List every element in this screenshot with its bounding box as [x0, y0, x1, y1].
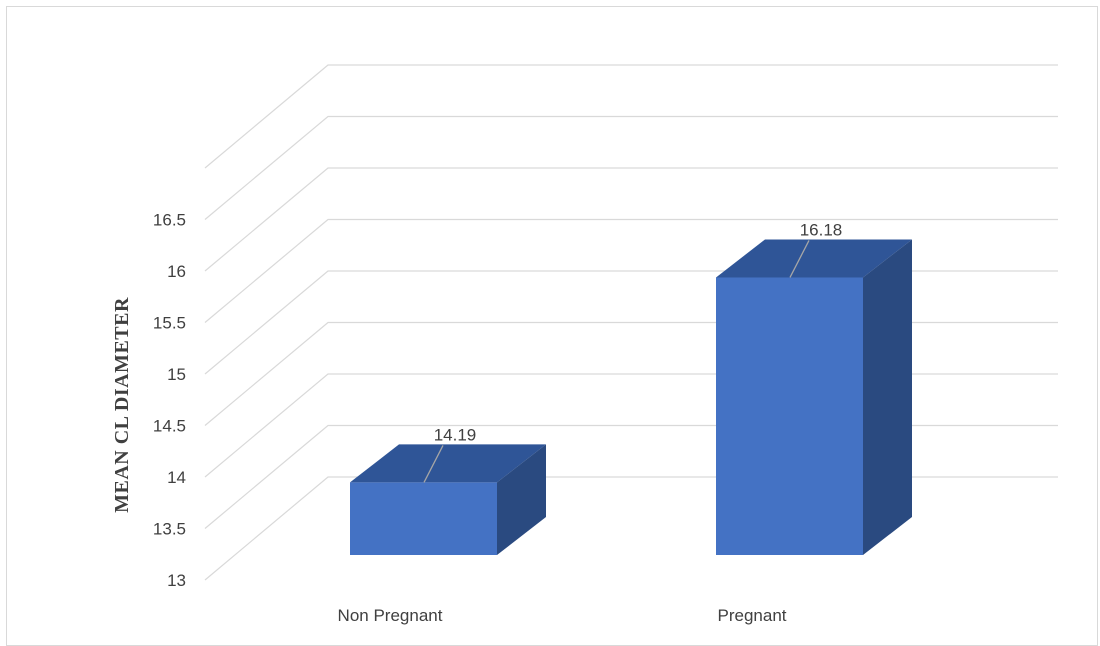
y-tick-label: 16 [167, 262, 186, 281]
bar-side [497, 444, 546, 555]
data-label-leader [423, 445, 444, 483]
bar-side [863, 239, 912, 555]
chart-area [6, 6, 1098, 646]
x-axis-categories: Non Pregnant Pregnant [338, 606, 787, 625]
y-tick-label: 16.5 [153, 211, 186, 230]
bar-top [350, 444, 546, 483]
bar [716, 239, 912, 555]
y-tick-label: 14.5 [153, 417, 186, 436]
y-tick-label: 14 [167, 468, 186, 487]
gridline [204, 167, 1058, 272]
y-tick-label: 15 [167, 365, 186, 384]
bar-front [350, 482, 497, 555]
data-label: 16.18 [800, 220, 843, 239]
data-label: 14.19 [434, 425, 477, 444]
bar-top [716, 239, 912, 278]
bar [350, 444, 546, 555]
y-tick-label: 13 [167, 571, 186, 590]
gridline [204, 476, 1058, 581]
data-label-leader [789, 240, 810, 278]
y-tick-label: 15.5 [153, 314, 186, 333]
bar-front [716, 277, 863, 555]
data-labels: 14.19 16.18 [423, 220, 843, 483]
y-axis-label: MEAN CL DIAMETER [111, 297, 133, 513]
category-label: Pregnant [718, 606, 787, 625]
category-label: Non Pregnant [338, 606, 443, 625]
chart-plot: 13 13.5 14 14.5 15 15.5 16 16.5 Non Pregnant Pre… [111, 64, 1058, 625]
gridline [204, 64, 1058, 169]
gridline [204, 218, 1058, 323]
gridlines [204, 64, 1058, 581]
y-tick-label: 13.5 [153, 520, 186, 539]
y-axis-ticks: 13 13.5 14 14.5 15 15.5 16 16.5 [153, 211, 186, 591]
gridline [204, 115, 1058, 220]
bars [350, 239, 912, 555]
